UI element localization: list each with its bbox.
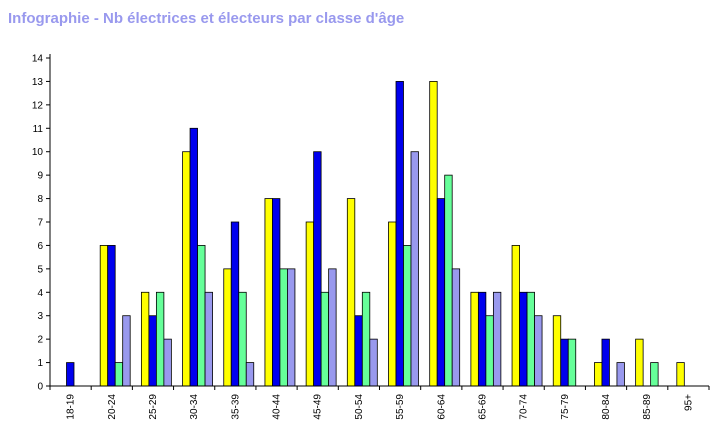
bar <box>519 291 528 387</box>
y-tick-label: 7 <box>37 218 43 229</box>
y-tick-label: 5 <box>37 264 43 275</box>
bar <box>354 315 363 387</box>
bar <box>122 315 131 387</box>
bar <box>107 245 116 387</box>
y-tick-label: 14 <box>32 54 44 65</box>
bar <box>163 338 172 387</box>
y-tick-label: 13 <box>32 77 44 88</box>
bar <box>279 268 288 387</box>
bar <box>451 268 461 387</box>
bar <box>635 338 644 387</box>
bar <box>361 291 371 387</box>
bar <box>328 268 337 387</box>
bar <box>676 362 685 387</box>
bar <box>148 315 157 387</box>
bar <box>320 291 330 387</box>
bar <box>395 81 404 387</box>
chart-title: Infographie - Nb électrices et électeurs… <box>8 10 405 27</box>
bar <box>264 198 273 387</box>
y-tick-label: 0 <box>37 382 43 393</box>
x-tick-label: 60-64 <box>436 394 447 420</box>
bar <box>616 362 625 387</box>
bar <box>560 338 569 387</box>
bar <box>601 338 610 387</box>
bar <box>534 315 543 387</box>
y-tick-label: 9 <box>37 171 43 182</box>
bar <box>313 151 322 387</box>
bar <box>245 362 255 387</box>
y-tick-label: 3 <box>37 311 43 322</box>
bar <box>66 362 75 387</box>
y-tick-label: 6 <box>37 241 43 252</box>
bar <box>567 338 577 387</box>
x-tick-label: 40-44 <box>272 394 283 420</box>
bar <box>650 362 659 387</box>
x-tick-label: 85-89 <box>642 394 653 420</box>
y-tick-label: 11 <box>33 124 44 135</box>
bar <box>99 245 109 387</box>
bar <box>305 221 315 387</box>
bar <box>492 291 502 387</box>
bar <box>155 291 165 387</box>
bar <box>444 174 453 387</box>
x-tick-label: 20-24 <box>107 394 118 420</box>
bar <box>403 245 412 387</box>
bar <box>272 198 281 387</box>
bar <box>223 268 232 387</box>
x-tick-label: 35-39 <box>230 394 241 420</box>
bar <box>436 198 446 387</box>
x-tick-label: 45-49 <box>313 394 324 420</box>
bar <box>204 291 213 387</box>
bar <box>346 198 356 387</box>
bar <box>485 315 494 387</box>
x-tick-label: 70-74 <box>519 394 530 420</box>
bar <box>526 291 535 387</box>
x-tick-label: 65-69 <box>477 394 488 420</box>
x-tick-label: 80-84 <box>601 394 612 420</box>
bars-group <box>66 81 685 387</box>
x-tick-label: 50-54 <box>354 394 365 420</box>
x-tick-label: 18-19 <box>66 394 77 420</box>
bar <box>410 151 419 387</box>
bar <box>470 291 479 387</box>
bar <box>197 245 206 387</box>
bar <box>238 291 247 387</box>
bar <box>140 291 150 387</box>
bar <box>287 268 296 387</box>
y-tick-label: 10 <box>32 147 44 158</box>
y-tick-label: 2 <box>37 335 43 346</box>
x-tick-label: 55-59 <box>395 394 406 420</box>
bar <box>552 315 562 387</box>
x-tick-label: 75-79 <box>560 394 571 420</box>
x-tick-label: 25-29 <box>148 394 159 420</box>
bar <box>388 221 397 387</box>
bar <box>369 338 378 387</box>
x-tick-label: 30-34 <box>189 394 200 420</box>
bar <box>114 362 124 387</box>
bar <box>189 127 198 387</box>
y-tick-label: 4 <box>37 288 43 299</box>
bar <box>477 291 487 387</box>
bar <box>182 151 191 387</box>
y-tick-label: 1 <box>37 358 43 369</box>
x-tick-label: 95+ <box>683 394 694 411</box>
bar <box>594 362 603 387</box>
y-tick-label: 8 <box>37 194 43 205</box>
bar <box>429 81 438 387</box>
bar <box>230 221 240 387</box>
y-tick-label: 12 <box>32 100 44 111</box>
bar <box>511 245 520 387</box>
